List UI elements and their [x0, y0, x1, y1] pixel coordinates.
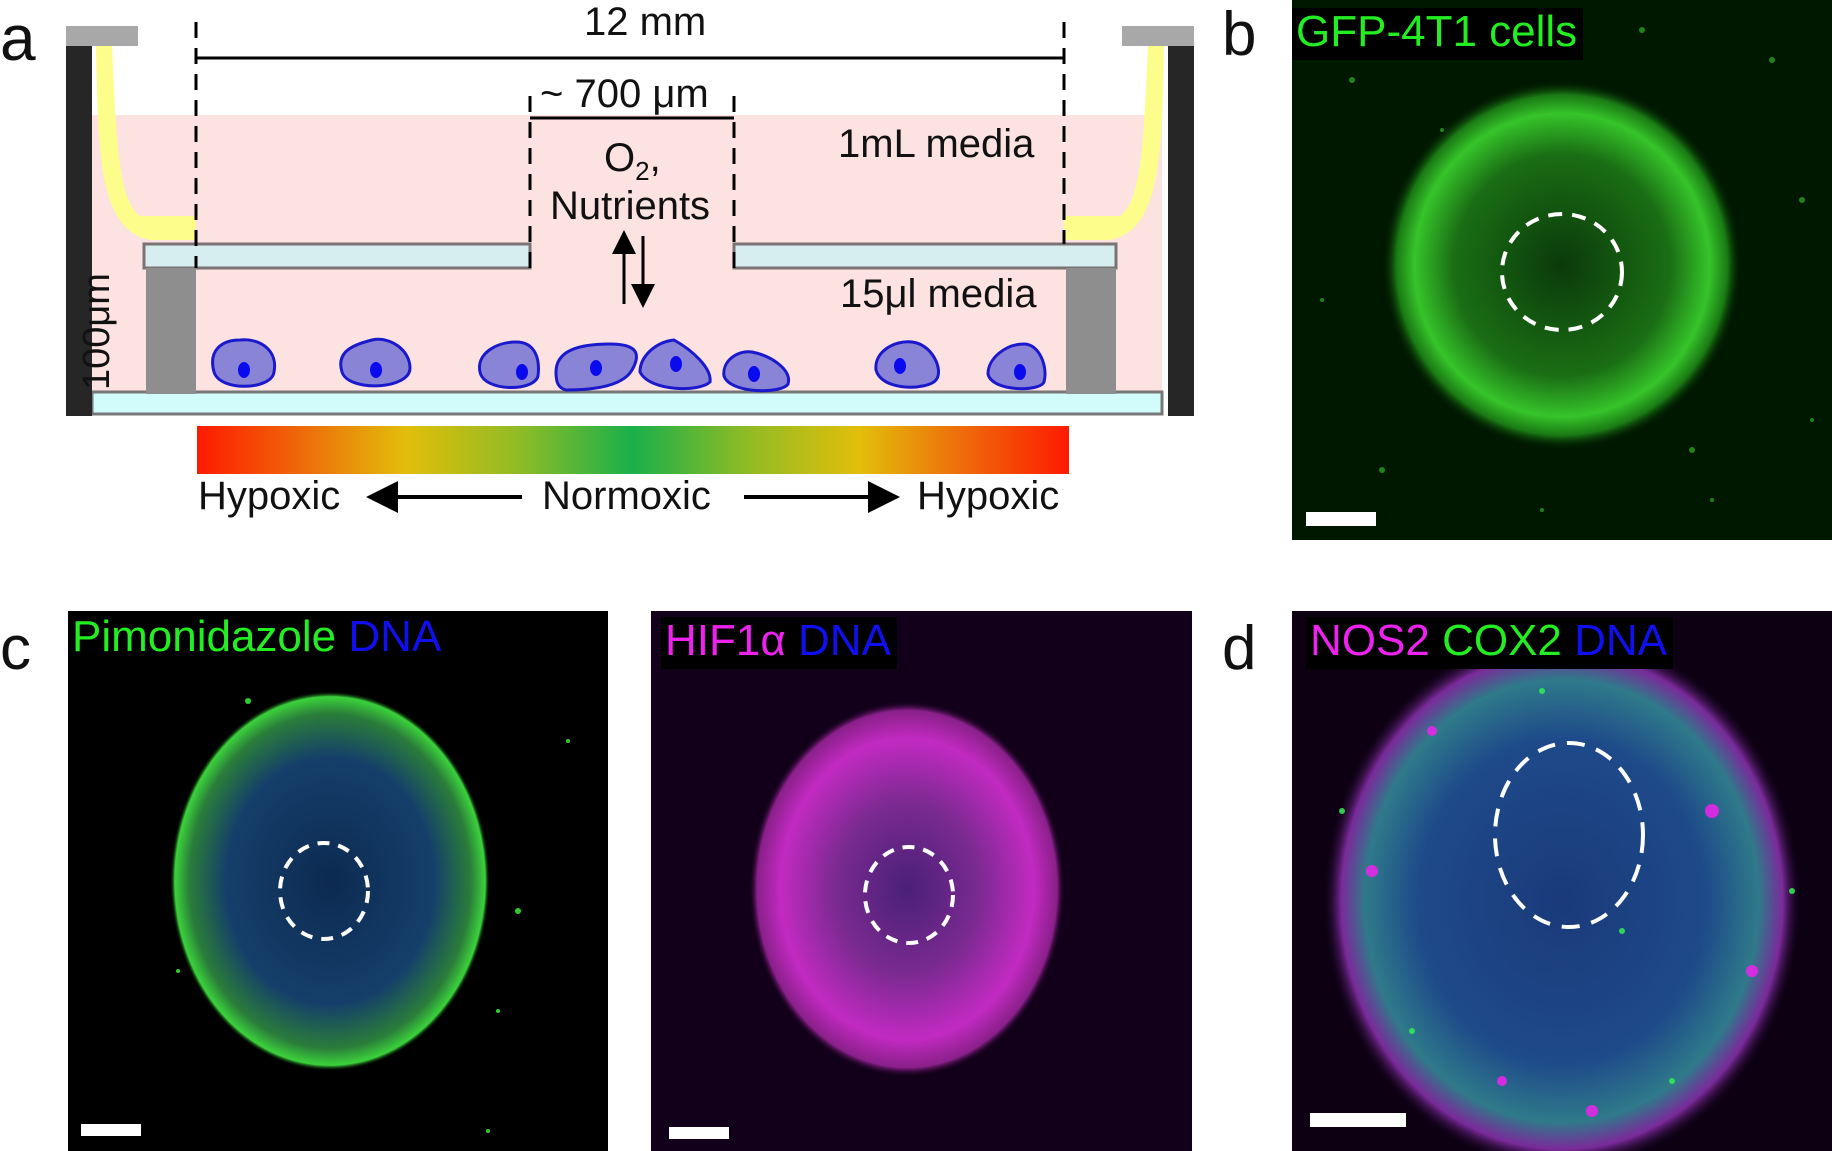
nos2-cox2-legend: NOS2 COX2 DNA	[1306, 616, 1674, 669]
well-diagram	[66, 22, 1194, 513]
gap-label: ~ 700 μm	[540, 72, 709, 116]
width-label: 12 mm	[584, 0, 707, 44]
nuclei	[238, 356, 1026, 382]
right-wall	[1168, 40, 1194, 416]
spheroid-image	[1320, 27, 1814, 512]
gfp-micrograph: GFP-4T1 cells	[1292, 0, 1832, 540]
gradient-left-label: Hypoxic	[198, 474, 341, 518]
pimonidazole-legend: Pimonidazole DNA	[68, 612, 448, 665]
panel-c-letter: c	[0, 614, 31, 683]
legend-cox2: COX2	[1442, 616, 1562, 665]
panel-d-letter: d	[1222, 614, 1257, 683]
gradient-center-label: Normoxic	[542, 474, 711, 518]
nutrients-label: Nutrients	[550, 184, 711, 228]
spheroid-image	[749, 701, 1065, 1077]
gfp-legend: GFP-4T1 cells	[1292, 7, 1584, 60]
bottom-media-label: 15μl media	[840, 272, 1037, 316]
hif1a-legend: HIF1α DNA	[661, 617, 897, 669]
hif1a-micrograph: HIF1α DNA	[651, 611, 1192, 1151]
scale-bar	[81, 1124, 141, 1136]
o2-tail: ,	[649, 136, 661, 180]
o2-label: O2,	[604, 138, 661, 184]
left-wall	[66, 40, 92, 416]
scale-bar	[1306, 512, 1376, 526]
o2-main: O	[604, 136, 636, 180]
top-media-label: 1mL media	[838, 122, 1035, 166]
oxygen-gradient-bar	[197, 426, 1069, 474]
legend-dna: DNA	[1574, 616, 1668, 665]
legend-gfp: GFP-4T1 cells	[1296, 7, 1578, 56]
legend-nos2: NOS2	[1310, 616, 1430, 665]
panel-b-letter: b	[1222, 0, 1257, 69]
scale-bar	[669, 1127, 729, 1139]
height-label: 100μm	[76, 273, 118, 390]
legend-dna: DNA	[348, 612, 442, 661]
o2-sub: 2	[635, 156, 650, 186]
spheroid-image	[1322, 631, 1802, 1151]
legend-pimonidazole: Pimonidazole	[72, 612, 337, 661]
legend-dna: DNA	[798, 616, 891, 665]
panel-a-diagram	[0, 0, 1240, 540]
spheroid-image	[170, 691, 570, 1133]
legend-hif1a: HIF1α	[665, 616, 786, 665]
nos2-cox2-micrograph: NOS2 COX2 DNA	[1292, 611, 1832, 1151]
scale-bar	[1310, 1113, 1406, 1127]
gradient-right-label: Hypoxic	[917, 474, 1060, 518]
panel-a-letter: a	[0, 2, 36, 74]
pimonidazole-micrograph: Pimonidazole DNA	[68, 611, 608, 1151]
